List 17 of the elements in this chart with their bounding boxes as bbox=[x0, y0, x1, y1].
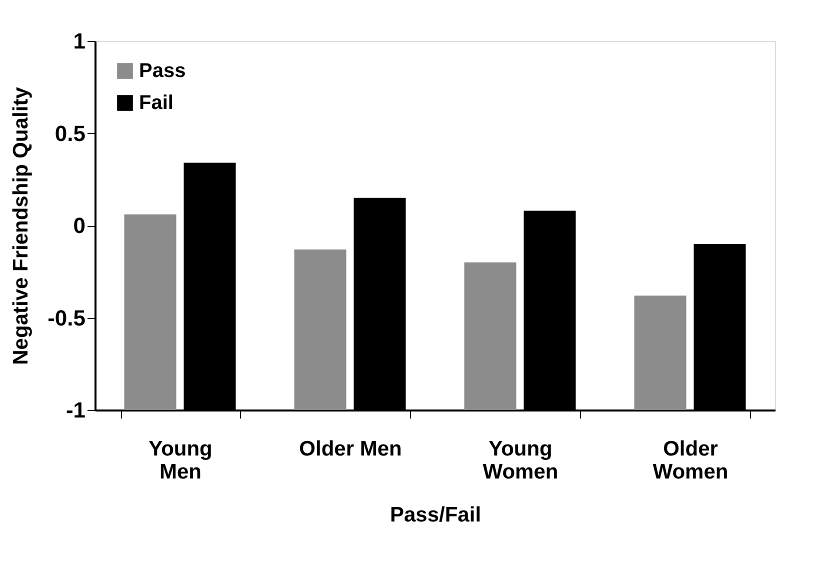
y-axis-title: Negative Friendship Quality bbox=[10, 86, 33, 365]
y-tick-label: 0 bbox=[73, 213, 86, 238]
x-tick-label: Young Women bbox=[482, 438, 558, 484]
bar bbox=[634, 296, 686, 410]
y-tick-label: -0.5 bbox=[48, 305, 86, 330]
legend-label: Fail bbox=[139, 92, 174, 114]
y-tick-label: 1 bbox=[73, 28, 86, 54]
y-tick-label: -1 bbox=[66, 398, 86, 422]
bar bbox=[124, 214, 176, 410]
legend-label: Pass bbox=[139, 60, 186, 82]
bar bbox=[294, 249, 346, 410]
x-tick-label: Older Women bbox=[652, 438, 728, 484]
bar bbox=[464, 262, 516, 410]
y-tick-label: 0.5 bbox=[54, 120, 86, 146]
x-axis-title: Pass/Fail bbox=[390, 504, 482, 526]
x-tick-label: Young Men bbox=[148, 438, 212, 484]
x-tick-label: Older Men bbox=[299, 438, 402, 460]
